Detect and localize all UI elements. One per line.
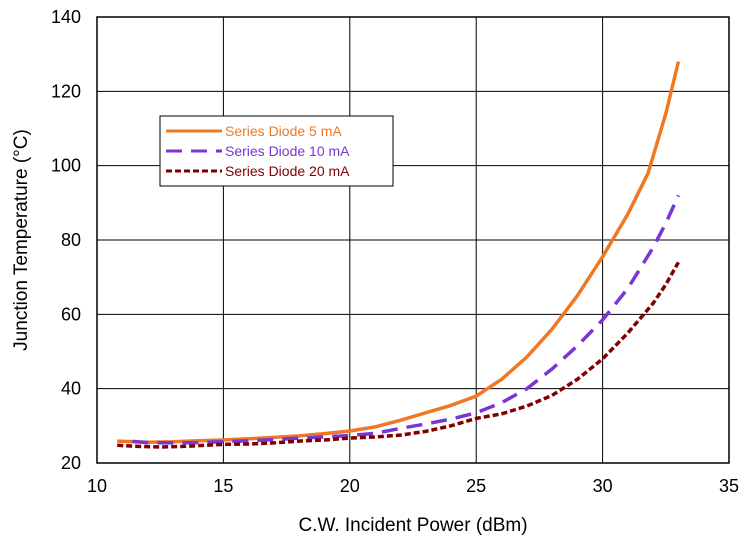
- x-tick-label: 25: [466, 476, 486, 496]
- x-tick-label: 15: [213, 476, 233, 496]
- y-axis-label: Junction Temperature (°C): [11, 129, 32, 351]
- x-tick-label: 35: [719, 476, 739, 496]
- legend: Series Diode 5 mA Series Diode 10 mA Serie…: [159, 115, 394, 187]
- plot-area-frame: [96, 16, 730, 464]
- x-tick-label: 10: [87, 476, 107, 496]
- y-tick-label: 120: [51, 81, 81, 101]
- grid: [96, 16, 730, 464]
- y-tick-label: 20: [61, 453, 81, 473]
- x-axis-label: C.W. Incident Power (dBm): [298, 515, 527, 536]
- y-tick-label: 80: [61, 230, 81, 250]
- series-line-3: [117, 261, 680, 449]
- series-line-2: [132, 194, 680, 445]
- legend-label: Series Diode 20 mA: [225, 163, 350, 179]
- series-line-1: [117, 61, 681, 444]
- series-group: [117, 61, 681, 449]
- x-tick-label: 20: [340, 476, 360, 496]
- y-tick-label: 140: [51, 7, 81, 27]
- x-tick-label: 30: [593, 476, 613, 496]
- y-tick-label: 60: [61, 304, 81, 324]
- y-tick-label: 40: [61, 379, 81, 399]
- legend-label: Series Diode 5 mA: [225, 123, 342, 139]
- tick-labels: 10 15 20 25 30 35 20 40 60 80 100 120 140: [51, 7, 739, 496]
- legend-label: Series Diode 10 mA: [225, 143, 350, 159]
- y-tick-label: 100: [51, 156, 81, 176]
